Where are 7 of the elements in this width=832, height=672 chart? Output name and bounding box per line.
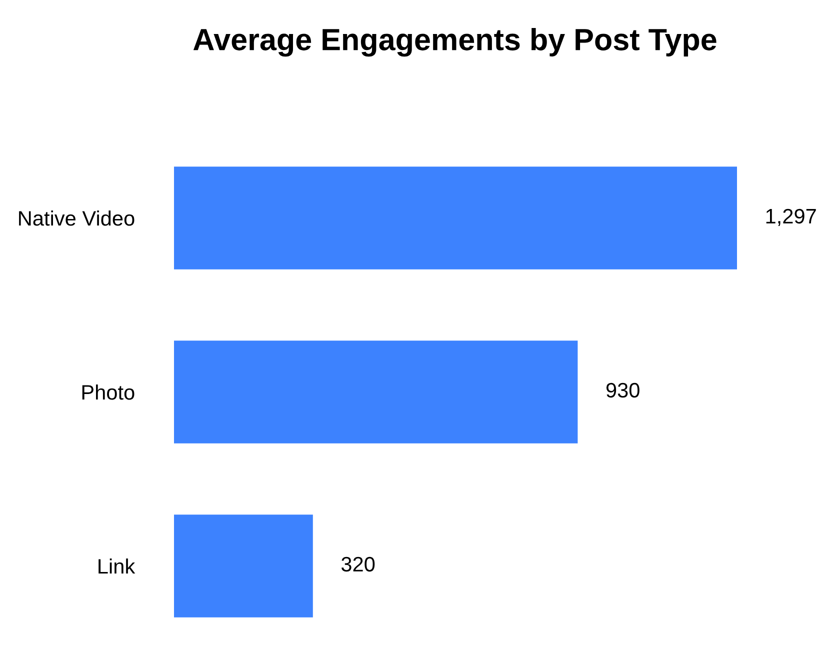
chart-title: Average Engagements by Post Type [193, 28, 716, 57]
data-label: 930 [606, 382, 640, 398]
y-tick-label: Link [98, 558, 136, 574]
data-label: 1,297 [766, 208, 816, 226]
y-tick-label: Photo [82, 384, 134, 400]
y-tick-label: Native Video [19, 210, 134, 226]
data-label: 320 [341, 556, 375, 572]
